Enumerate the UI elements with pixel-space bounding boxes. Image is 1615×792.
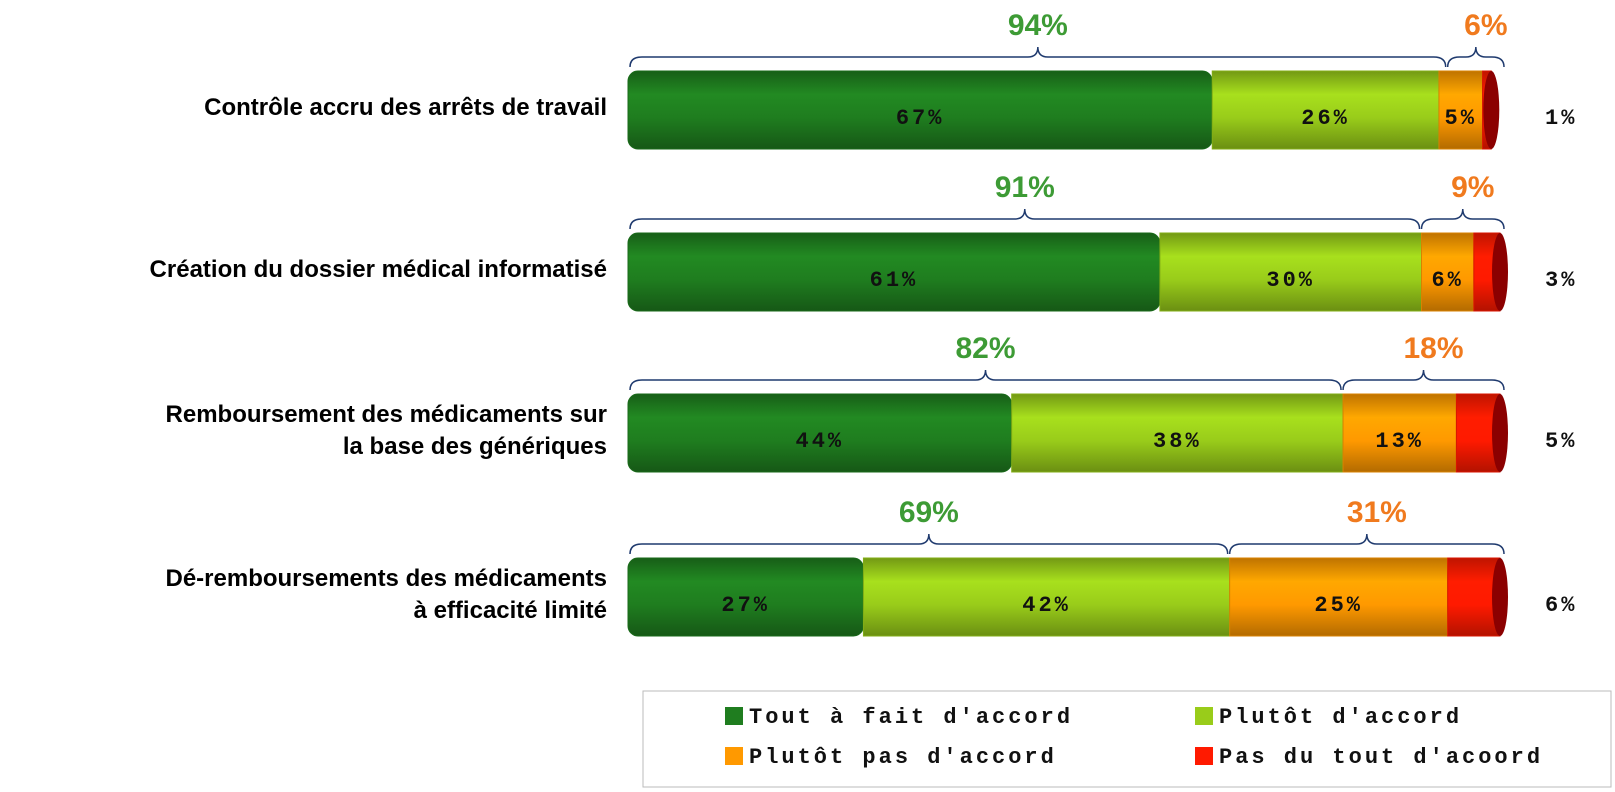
bar-segment [1159,232,1423,312]
value-label: 5% [1545,429,1577,454]
value-label: 38% [1153,429,1202,454]
total-bracket [1446,46,1505,68]
value-label: 44% [796,429,845,454]
total-bracket [629,208,1421,230]
category-label: Création du dossier médical informatisé [149,256,607,283]
bar-end-cap [1483,71,1500,149]
value-label: 27% [721,593,770,618]
value-label: 67% [896,106,945,131]
bar-segment [1447,557,1501,637]
value-label: 6% [1545,593,1577,618]
value-label: 61% [870,268,919,293]
total-bracket [1420,208,1505,230]
total-label: 31% [1347,496,1407,529]
bar-segment [1011,393,1344,473]
legend-label: Tout à fait d'accord [749,705,1073,730]
total-label: 69% [899,496,959,529]
category-label: Contrôle accru des arrêts de travail [204,94,607,121]
total-label: 94% [1008,9,1068,42]
value-label: 5% [1445,106,1477,131]
value-label: 25% [1314,593,1363,618]
total-label: 82% [955,332,1015,365]
value-label: 6% [1431,268,1463,293]
bar-end-cap [1492,394,1508,472]
legend-label: Plutôt pas d'accord [749,745,1057,770]
category-label: Dé-remboursements des médicaments à effi… [165,565,608,624]
legend-swatch [725,747,743,765]
legend-swatch [725,707,743,725]
total-label: 6% [1464,9,1507,42]
total-label: 91% [995,171,1055,204]
bar-end-cap [1492,233,1508,311]
legend-swatch [1195,707,1213,725]
total-label: 18% [1403,332,1463,365]
total-bracket [629,533,1229,555]
total-bracket [1342,369,1505,391]
value-label: 26% [1301,106,1350,131]
legend-box [642,690,1612,788]
legend-label: Pas du tout d'acoord [1219,745,1543,770]
legend-swatch [1195,747,1213,765]
bar-segment [862,557,1231,637]
value-label: 1% [1545,106,1577,131]
value-label: 42% [1022,593,1071,618]
total-bracket [629,46,1447,68]
bar-segment [1342,393,1457,473]
value-label: 3% [1545,268,1577,293]
value-label: 13% [1375,429,1424,454]
bar-segment [1438,70,1484,150]
total-bracket [1228,533,1505,555]
category-label: Remboursement des médicaments sur la bas… [165,401,607,460]
total-bracket [629,369,1342,391]
bar-end-cap [1492,558,1508,636]
legend-label: Plutôt d'accord [1219,705,1462,730]
total-label: 9% [1451,171,1494,204]
value-label: 30% [1266,268,1315,293]
